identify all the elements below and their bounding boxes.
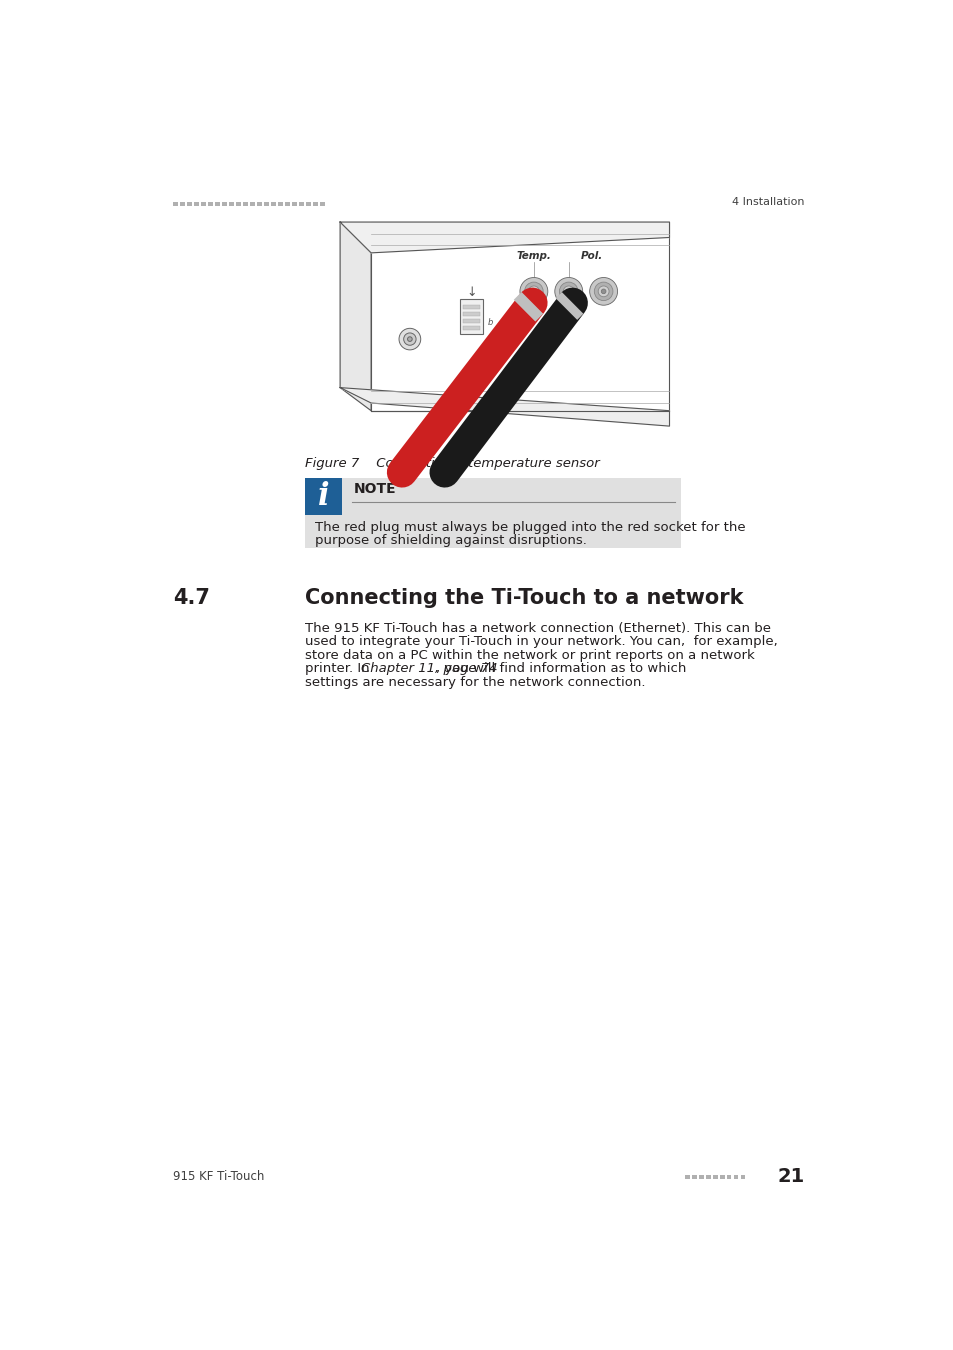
Bar — [229, 202, 233, 207]
Bar — [306, 202, 311, 207]
Bar — [720, 1176, 723, 1179]
Circle shape — [589, 278, 617, 305]
Bar — [463, 305, 480, 309]
Polygon shape — [340, 387, 669, 427]
Text: 21: 21 — [777, 1168, 803, 1187]
Bar — [699, 1176, 703, 1179]
Text: store data on a PC within the network or print reports on a network: store data on a PC within the network or… — [305, 648, 754, 662]
Bar — [285, 202, 290, 207]
Circle shape — [531, 289, 536, 294]
Circle shape — [562, 286, 574, 297]
Bar — [215, 202, 220, 207]
Text: Chapter 11, page 74: Chapter 11, page 74 — [360, 662, 497, 675]
Bar — [194, 202, 199, 207]
Polygon shape — [340, 221, 669, 252]
Bar — [726, 1176, 731, 1179]
Bar — [298, 202, 303, 207]
Bar — [208, 202, 213, 207]
Bar — [187, 202, 192, 207]
Bar — [684, 1176, 689, 1179]
Bar — [201, 202, 206, 207]
Bar — [319, 202, 324, 207]
Text: 4.7: 4.7 — [173, 587, 211, 608]
Circle shape — [519, 278, 547, 305]
Circle shape — [558, 282, 578, 301]
Text: The red plug must always be plugged into the red socket for the: The red plug must always be plugged into… — [314, 521, 744, 533]
Text: Pol.: Pol. — [580, 251, 602, 261]
Bar — [691, 1176, 696, 1179]
Circle shape — [524, 282, 542, 301]
Circle shape — [600, 289, 605, 294]
Circle shape — [594, 282, 612, 301]
Circle shape — [407, 336, 412, 342]
Bar — [264, 202, 269, 207]
Bar — [222, 202, 227, 207]
Bar — [371, 221, 669, 410]
Text: ↓: ↓ — [466, 286, 476, 300]
Text: settings are necessary for the network connection.: settings are necessary for the network c… — [305, 675, 645, 688]
Bar — [271, 202, 275, 207]
Circle shape — [403, 333, 416, 346]
Text: i: i — [317, 482, 330, 513]
Bar — [305, 478, 342, 516]
Bar — [305, 478, 680, 548]
Text: printer. In: printer. In — [305, 662, 374, 675]
Circle shape — [398, 328, 420, 350]
Bar — [243, 202, 248, 207]
Bar — [278, 202, 282, 207]
Bar — [459, 300, 483, 333]
Text: , you will find information as to which: , you will find information as to which — [436, 662, 686, 675]
Bar — [712, 1176, 717, 1179]
Text: The 915 KF Ti-Touch has a network connection (Ethernet). This can be: The 915 KF Ti-Touch has a network connec… — [305, 622, 770, 634]
Bar — [463, 319, 480, 323]
Bar — [180, 202, 185, 207]
Polygon shape — [340, 221, 371, 410]
Text: 4 Installation: 4 Installation — [731, 197, 803, 207]
Bar — [463, 325, 480, 329]
Text: Connecting the Ti-Touch to a network: Connecting the Ti-Touch to a network — [305, 587, 743, 608]
Circle shape — [528, 286, 538, 297]
Bar — [705, 1176, 710, 1179]
Bar — [313, 202, 317, 207]
Bar — [257, 202, 261, 207]
Text: NOTE: NOTE — [354, 482, 396, 497]
Text: 915 KF Ti-Touch: 915 KF Ti-Touch — [173, 1170, 265, 1184]
Bar — [463, 312, 480, 316]
Bar — [236, 202, 241, 207]
Bar — [250, 202, 254, 207]
Text: Figure 7    Connecting a temperature sensor: Figure 7 Connecting a temperature sensor — [305, 456, 599, 470]
Text: used to integrate your Ti-Touch in your network. You can,  for example,: used to integrate your Ti-Touch in your … — [305, 634, 778, 648]
Bar — [292, 202, 296, 207]
Bar — [173, 202, 178, 207]
Bar — [740, 1176, 744, 1179]
Circle shape — [598, 286, 608, 297]
Bar — [733, 1176, 738, 1179]
Circle shape — [555, 278, 582, 305]
Text: b: b — [487, 317, 493, 327]
Circle shape — [566, 289, 571, 294]
Text: purpose of shielding against disruptions.: purpose of shielding against disruptions… — [314, 533, 586, 547]
Text: Temp.: Temp. — [516, 251, 551, 261]
